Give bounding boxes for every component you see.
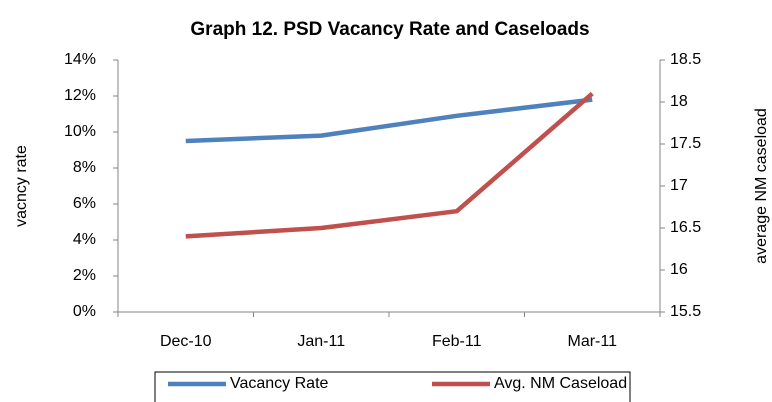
- x-tick-label: Feb-11: [432, 333, 482, 350]
- y-tick-label: 4%: [73, 231, 96, 248]
- y-tick-label: 14%: [64, 51, 96, 68]
- x-tick-label: Jan-11: [297, 333, 345, 350]
- legend-box: [154, 371, 631, 402]
- data-line: [185, 91, 594, 239]
- y2-axis-title: average NM caseload: [753, 108, 770, 264]
- y-tick-label: 12%: [64, 87, 96, 104]
- chart-title: Graph 12. PSD Vacancy Rate and Caseloads: [190, 19, 589, 40]
- y2-tick-label: 17: [670, 177, 688, 194]
- y2-tick-label: 18.5: [670, 51, 701, 68]
- y2-tick-label: 15.5: [670, 303, 701, 320]
- y-axis-title: vacncy rate: [13, 145, 30, 227]
- y2-tick-label: 17.5: [670, 135, 701, 152]
- data-line: [185, 97, 593, 144]
- y2-tick-label: 16: [670, 261, 688, 278]
- legend-label: Avg. NM Caseload: [494, 375, 627, 392]
- x-tick-label: Mar-11: [568, 333, 618, 350]
- y-tick-label: 8%: [73, 159, 96, 176]
- legend-label: Vacancy Rate: [230, 375, 329, 392]
- y-tick-label: 6%: [73, 195, 96, 212]
- y2-tick-label: 16.5: [670, 219, 701, 236]
- y-tick-label: 2%: [73, 267, 96, 284]
- y-tick-label: 10%: [64, 123, 96, 140]
- y-tick-label: 0%: [73, 303, 96, 320]
- y2-tick-label: 18: [670, 93, 688, 110]
- x-tick-label: Dec-10: [160, 333, 212, 350]
